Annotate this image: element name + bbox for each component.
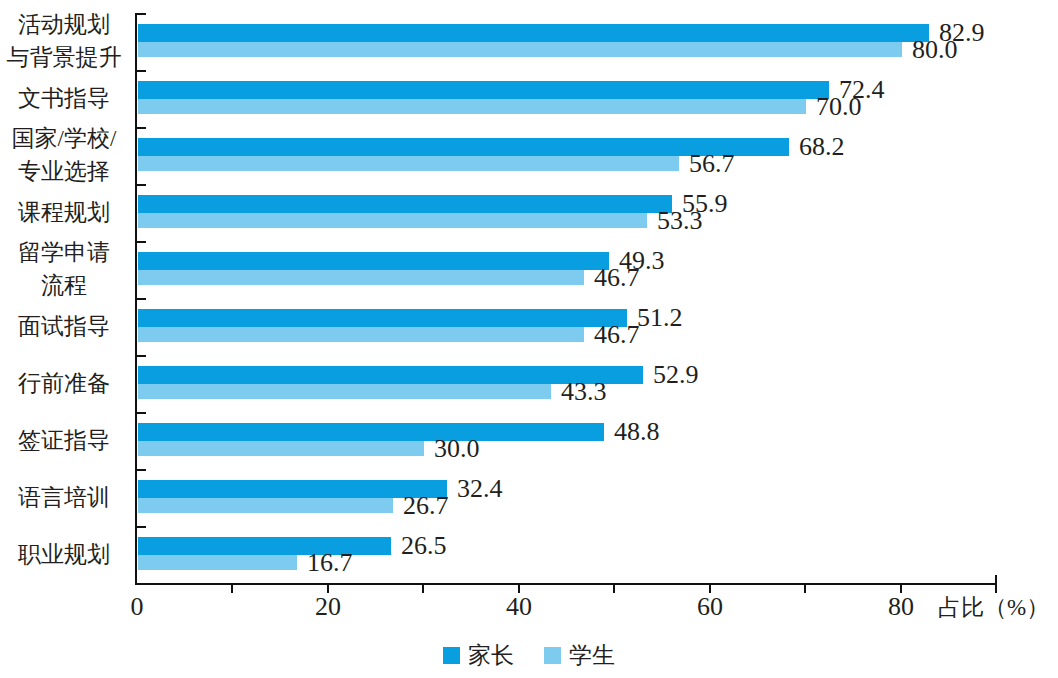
value-label: 52.9 xyxy=(653,360,699,390)
x-tick-label: 0 xyxy=(131,592,144,622)
student-bar xyxy=(138,327,584,342)
parent-bar xyxy=(138,537,391,555)
parent-bar xyxy=(138,423,604,441)
x-axis-tick xyxy=(613,585,615,593)
student-bar xyxy=(138,42,902,57)
student-bar xyxy=(138,99,806,114)
legend-item-parents: 家长 xyxy=(443,640,514,671)
value-label: 51.2 xyxy=(637,303,683,333)
category-label: 语言培训 xyxy=(0,481,128,514)
category-label: 留学申请 流程 xyxy=(0,236,128,302)
x-tick-label: 20 xyxy=(315,592,341,622)
category-label: 签证指导 xyxy=(0,424,128,457)
x-tick-label: 80 xyxy=(888,592,914,622)
parent-bar xyxy=(138,480,447,498)
bar-chart: 活动规划 与背景提升82.980.0文书指导72.470.0国家/学校/ 专业选… xyxy=(0,0,1058,678)
y-axis-tick xyxy=(137,127,146,129)
category-label: 国家/学校/ 专业选择 xyxy=(0,122,128,188)
category-label: 职业规划 xyxy=(0,538,128,571)
value-label: 26.5 xyxy=(401,531,447,561)
y-axis-tick xyxy=(137,412,146,414)
legend-label-students: 学生 xyxy=(569,640,615,671)
value-label: 30.0 xyxy=(434,434,480,464)
parent-bar xyxy=(138,309,627,327)
student-bar xyxy=(138,384,551,399)
x-tick-label: 40 xyxy=(506,592,532,622)
value-label: 53.3 xyxy=(657,206,703,236)
category-label: 课程规划 xyxy=(0,196,128,229)
value-label: 56.7 xyxy=(689,149,735,179)
parent-bar xyxy=(138,81,829,99)
value-label: 70.0 xyxy=(816,92,862,122)
parent-bar xyxy=(138,195,672,213)
category-label: 活动规划 与背景提升 xyxy=(0,8,128,74)
students-swatch-icon xyxy=(544,647,561,664)
x-axis-tick xyxy=(231,585,233,593)
x-axis-tick xyxy=(422,585,424,593)
value-label: 46.7 xyxy=(594,320,640,350)
value-label: 43.3 xyxy=(561,377,607,407)
value-label: 32.4 xyxy=(457,474,503,504)
student-bar xyxy=(138,555,297,570)
x-axis-tick xyxy=(804,585,806,593)
parent-bar xyxy=(138,24,929,42)
y-axis-tick xyxy=(137,70,146,72)
legend-item-students: 学生 xyxy=(544,640,615,671)
y-axis-tick xyxy=(137,526,146,528)
y-axis-tick xyxy=(137,184,146,186)
x-axis-endcap xyxy=(995,575,997,583)
y-axis-tick xyxy=(137,241,146,243)
student-bar xyxy=(138,156,679,171)
parents-swatch-icon xyxy=(443,647,460,664)
category-label: 面试指导 xyxy=(0,310,128,343)
y-axis-tick xyxy=(137,13,146,15)
student-bar xyxy=(138,213,647,228)
x-axis-line xyxy=(135,583,997,585)
y-axis-tick xyxy=(137,469,146,471)
category-label: 文书指导 xyxy=(0,82,128,115)
value-label: 46.7 xyxy=(594,263,640,293)
student-bar xyxy=(138,270,584,285)
student-bar xyxy=(138,498,393,513)
value-label: 68.2 xyxy=(799,132,845,162)
value-label: 26.7 xyxy=(403,491,449,521)
student-bar xyxy=(138,441,424,456)
x-axis-title: 占比（%） xyxy=(938,592,1049,623)
value-label: 16.7 xyxy=(307,548,353,578)
legend: 家长 学生 xyxy=(0,640,1058,671)
y-axis-tick xyxy=(137,298,146,300)
parent-bar xyxy=(138,252,609,270)
y-axis-tick xyxy=(137,355,146,357)
value-label: 80.0 xyxy=(912,35,958,65)
value-label: 48.8 xyxy=(614,417,660,447)
x-tick-label: 60 xyxy=(697,592,723,622)
legend-label-parents: 家长 xyxy=(468,640,514,671)
category-label: 行前准备 xyxy=(0,367,128,400)
